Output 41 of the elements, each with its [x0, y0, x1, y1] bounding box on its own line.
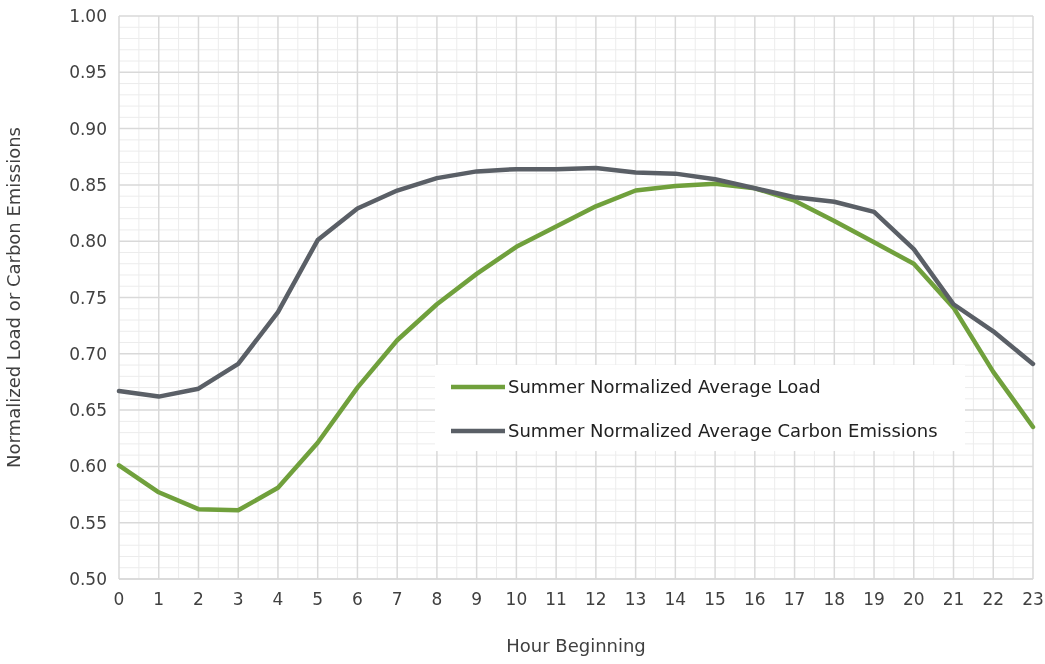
x-tick-label: 2 [193, 589, 204, 609]
y-tick-label: 0.55 [69, 512, 107, 533]
x-tick-label: 9 [471, 589, 483, 609]
legend-label: Summer Normalized Average Load [508, 376, 821, 397]
x-tick-label: 13 [624, 589, 647, 609]
x-tick-label: 0 [113, 589, 125, 609]
x-tick-label: 14 [664, 589, 687, 609]
x-tick-label: 1 [153, 589, 165, 609]
x-tick-label: 21 [942, 589, 965, 609]
x-tick-label: 17 [783, 589, 806, 609]
y-tick-label: 0.60 [69, 456, 107, 477]
x-tick-label: 15 [704, 589, 726, 609]
x-tick-label: 10 [505, 589, 528, 609]
x-tick-label: 18 [823, 589, 846, 609]
x-tick-label: 6 [352, 589, 363, 609]
x-tick-label: 3 [232, 589, 244, 609]
y-tick-label: 0.75 [69, 287, 107, 308]
y-tick-label: 0.95 [69, 62, 107, 83]
x-axis-title: Hour Beginning [506, 635, 646, 656]
x-tick-label: 23 [1022, 589, 1044, 609]
y-axis-title: Normalized Load or Carbon Emissions [3, 127, 24, 468]
y-tick-label: 0.80 [69, 231, 107, 252]
x-tick-label: 19 [863, 589, 885, 609]
x-tick-label: 5 [312, 589, 324, 609]
x-tick-label: 20 [902, 589, 925, 609]
x-tick-label: 11 [545, 589, 567, 609]
legend-label: Summer Normalized Average Carbon Emissions [508, 420, 938, 441]
y-tick-label: 0.70 [69, 343, 107, 364]
x-tick-label: 16 [744, 589, 766, 609]
x-tick-label: 22 [982, 589, 1005, 609]
x-tick-label: 4 [272, 589, 284, 609]
y-tick-label: 0.85 [69, 174, 107, 195]
y-tick-label: 0.90 [69, 118, 107, 139]
y-tick-label: 1.00 [69, 6, 107, 26]
line-series [116, 181, 1036, 513]
y-tick-label: 0.50 [69, 569, 107, 589]
x-tick-label: 12 [585, 589, 607, 609]
line-series [116, 165, 1036, 399]
x-tick-label: 8 [431, 589, 443, 609]
x-tick-label: 7 [391, 589, 403, 609]
y-tick-label: 0.65 [69, 400, 107, 421]
